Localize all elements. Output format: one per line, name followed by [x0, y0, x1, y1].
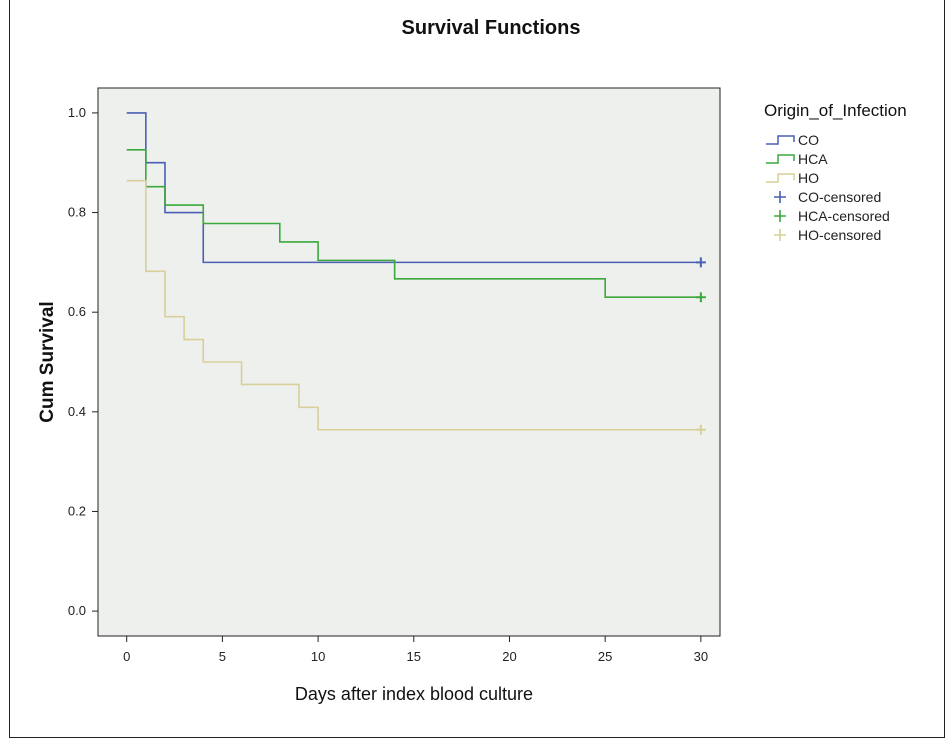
legend-swatch-ho [766, 173, 795, 183]
legend-censor-hca [774, 210, 786, 222]
legend-label: HCA [798, 151, 828, 167]
y-tick-label: 1.0 [68, 105, 86, 120]
series-layer [126, 112, 706, 435]
legend-censor-ho [774, 229, 786, 241]
series-line-hca [126, 148, 701, 299]
x-tick-label: 20 [502, 649, 516, 664]
legend-label: HO-censored [798, 227, 881, 243]
y-axis: 0.0 0.2 0.4 0.6 0.8 1.0 [68, 105, 98, 618]
legend: Origin_of_Infection CO HCA HO CO-censored HC… [764, 101, 907, 243]
plot-area [97, 87, 721, 637]
x-tick-label: 10 [311, 649, 325, 664]
legend-label: HCA-censored [798, 208, 890, 224]
x-tick-label: 5 [219, 649, 226, 664]
censor-mark-co [695, 257, 706, 268]
x-tick-label: 25 [598, 649, 612, 664]
y-tick-label: 0.2 [68, 503, 86, 518]
y-tick-label: 0.0 [68, 603, 86, 618]
legend-swatch-co [766, 135, 795, 145]
y-tick-label: 0.8 [68, 205, 86, 220]
x-tick-label: 15 [407, 649, 421, 664]
y-axis-label: Cum Survival [37, 301, 58, 422]
legend-label: CO [798, 132, 819, 148]
x-tick-label: 30 [694, 649, 708, 664]
legend-censor-co [774, 191, 786, 203]
legend-label: CO-censored [798, 189, 881, 205]
y-tick-label: 0.4 [68, 404, 86, 419]
censor-mark-ho [695, 424, 706, 435]
censor-mark-hca [695, 292, 706, 303]
chart-title: Survival Functions [402, 17, 581, 39]
legend-swatch-hca [766, 154, 795, 164]
x-axis-label: Days after index blood culture [295, 684, 533, 704]
x-tick-label: 0 [123, 649, 130, 664]
series-line-ho [126, 179, 701, 431]
legend-label: HO [798, 170, 819, 186]
legend-title: Origin_of_Infection [764, 101, 907, 120]
legend-items: CO HCA HO CO-censored HCA-censored HO-censore… [766, 132, 890, 243]
y-tick-label: 0.6 [68, 304, 86, 319]
figure-frame [9, 0, 945, 738]
x-axis: 0 5 10 15 20 25 30 [123, 636, 708, 664]
